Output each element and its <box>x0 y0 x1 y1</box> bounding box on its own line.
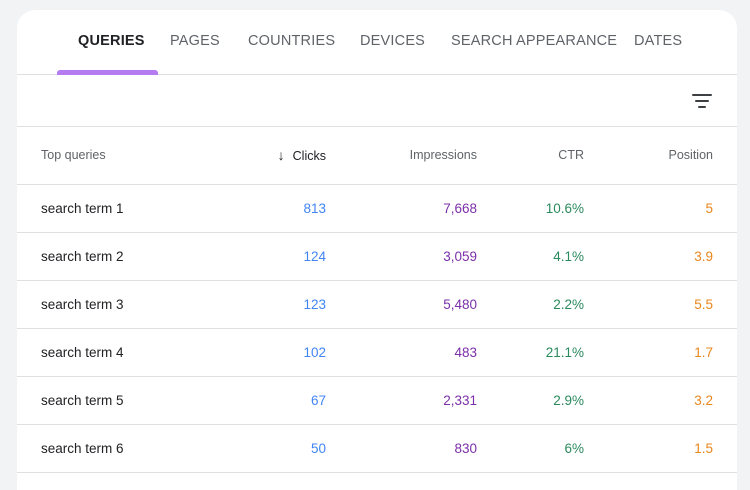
position-cell: 3.9 <box>694 249 713 264</box>
tab-search-appearance[interactable]: SEARCH APPEARANCE <box>451 33 618 49</box>
position-cell: 5 <box>705 201 713 216</box>
position-cell: 1.5 <box>694 441 713 456</box>
ctr-cell: 4.1% <box>553 249 584 264</box>
table-row[interactable]: search term 4 102 483 21.1% 1.7 <box>17 329 737 377</box>
tab-dates[interactable]: DATES <box>634 33 683 49</box>
clicks-cell: 813 <box>303 201 326 216</box>
table-row[interactable]: search term 5 67 2,331 2.9% 3.2 <box>17 377 737 425</box>
table-row[interactable]: search term 1 813 7,668 10.6% 5 <box>17 185 737 233</box>
impressions-cell: 830 <box>454 441 477 456</box>
tab-bar: QUERIES PAGES COUNTRIES DEVICES SEARCH A… <box>17 10 737 75</box>
tab-devices[interactable]: DEVICES <box>360 33 426 49</box>
table-row[interactable]: search term 2 124 3,059 4.1% 3.9 <box>17 233 737 281</box>
query-cell: search term 4 <box>41 345 124 360</box>
clicks-cell: 123 <box>303 297 326 312</box>
column-header-impressions[interactable]: Impressions <box>409 148 477 162</box>
query-cell: search term 5 <box>41 393 124 408</box>
clicks-cell: 102 <box>303 345 326 360</box>
filter-icon[interactable] <box>692 91 714 111</box>
column-header-top-queries[interactable]: Top queries <box>41 148 106 162</box>
query-cell: search term 6 <box>41 441 124 456</box>
ctr-cell: 6% <box>564 441 584 456</box>
position-cell: 1.7 <box>694 345 713 360</box>
table-body: search term 1 813 7,668 10.6% 5 search t… <box>17 185 737 473</box>
tab-queries[interactable]: QUERIES <box>78 33 145 49</box>
table-row[interactable]: search term 6 50 830 6% 1.5 <box>17 425 737 473</box>
impressions-cell: 483 <box>454 345 477 360</box>
impressions-cell: 5,480 <box>443 297 477 312</box>
impressions-cell: 7,668 <box>443 201 477 216</box>
filter-bar <box>17 75 737 127</box>
clicks-cell: 50 <box>310 441 326 456</box>
ctr-cell: 2.9% <box>553 393 584 408</box>
query-cell: search term 1 <box>41 201 124 216</box>
position-cell: 3.2 <box>694 393 713 408</box>
tab-countries[interactable]: COUNTRIES <box>248 33 336 49</box>
clicks-cell: 124 <box>303 249 326 264</box>
impressions-cell: 2,331 <box>443 393 477 408</box>
ctr-cell: 10.6% <box>545 201 584 216</box>
column-header-clicks[interactable]: ↓ Clicks <box>186 127 326 184</box>
column-header-clicks-label: Clicks <box>292 149 326 163</box>
tab-pages[interactable]: PAGES <box>170 33 220 49</box>
position-cell: 5.5 <box>694 297 713 312</box>
table-row[interactable]: search term 3 123 5,480 2.2% 5.5 <box>17 281 737 329</box>
clicks-cell: 67 <box>310 393 326 408</box>
active-tab-indicator <box>57 70 158 75</box>
column-header-position[interactable]: Position <box>668 148 713 162</box>
ctr-cell: 2.2% <box>553 297 584 312</box>
performance-card: QUERIES PAGES COUNTRIES DEVICES SEARCH A… <box>17 10 737 490</box>
arrow-down-icon: ↓ <box>277 147 285 163</box>
impressions-cell: 3,059 <box>443 249 477 264</box>
column-header-ctr[interactable]: CTR <box>558 148 584 162</box>
query-cell: search term 2 <box>41 249 124 264</box>
ctr-cell: 21.1% <box>545 345 584 360</box>
query-cell: search term 3 <box>41 297 124 312</box>
table-header: Top queries ↓ Clicks Impressions CTR Posi… <box>17 127 737 185</box>
